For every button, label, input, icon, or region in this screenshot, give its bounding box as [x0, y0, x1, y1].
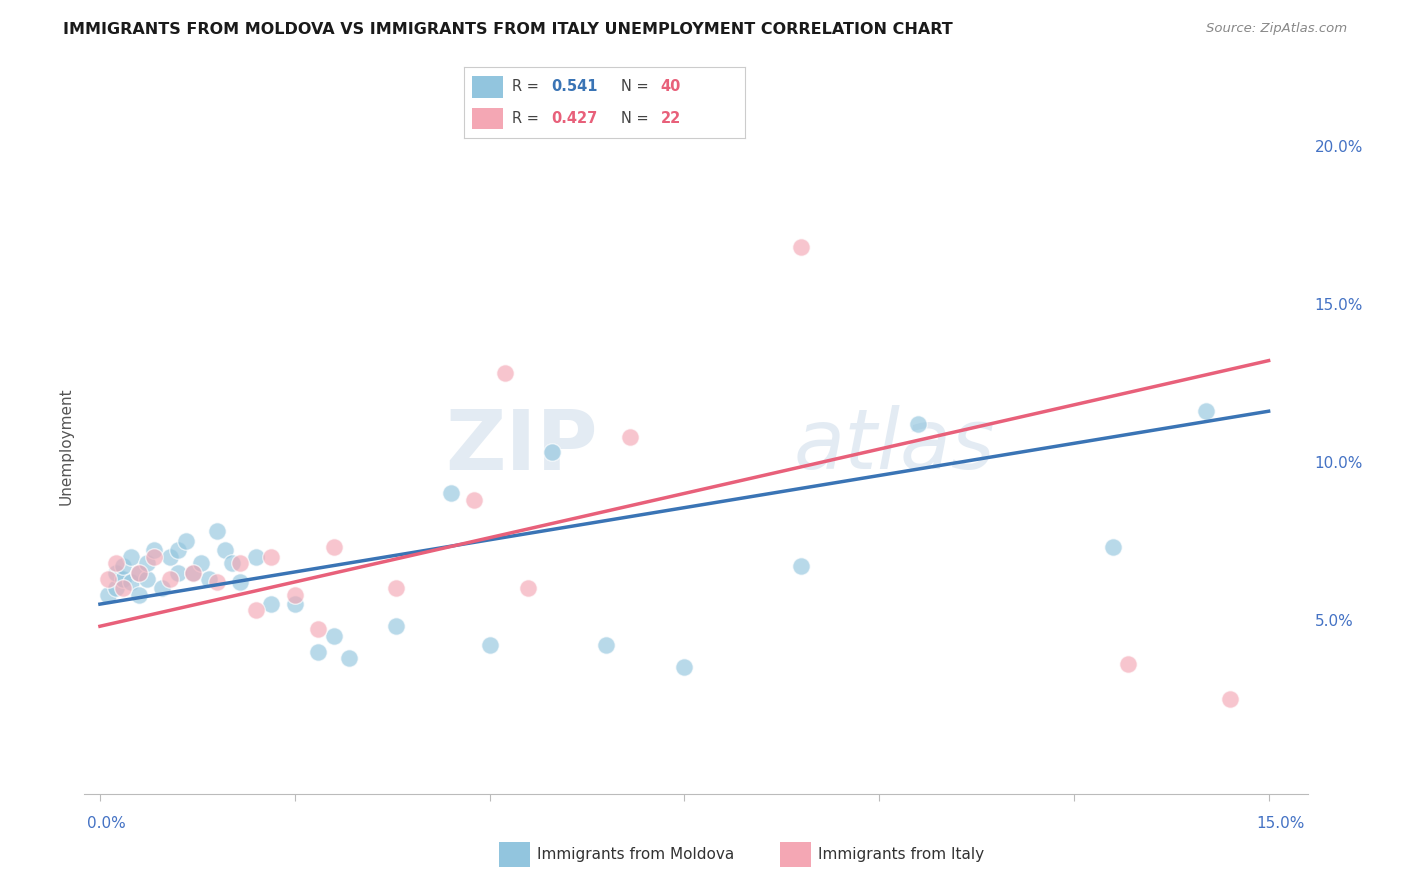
Point	[143, 549, 166, 564]
Point	[221, 556, 243, 570]
Point	[337, 651, 360, 665]
Bar	[472, 76, 503, 97]
Point	[190, 556, 212, 570]
Point	[322, 540, 344, 554]
Point	[120, 549, 142, 564]
Point	[1219, 692, 1241, 706]
Point	[166, 566, 188, 580]
Point	[385, 582, 408, 596]
Point	[307, 644, 329, 658]
Point	[284, 588, 307, 602]
Text: 22: 22	[661, 111, 681, 126]
Point	[112, 572, 135, 586]
Point	[205, 524, 228, 539]
Y-axis label: Unemployment: Unemployment	[58, 387, 73, 505]
Point	[595, 638, 617, 652]
Point	[128, 588, 150, 602]
Text: 0.427: 0.427	[551, 111, 598, 126]
Text: Source: ZipAtlas.com: Source: ZipAtlas.com	[1206, 22, 1347, 36]
Point	[128, 566, 150, 580]
Text: atlas: atlas	[794, 406, 995, 486]
Point	[790, 240, 813, 254]
Point	[104, 556, 127, 570]
Text: 40: 40	[661, 79, 681, 95]
Point	[97, 572, 120, 586]
Point	[112, 559, 135, 574]
Point	[1118, 657, 1140, 672]
Text: N =: N =	[621, 111, 654, 126]
Point	[229, 574, 252, 589]
Text: Immigrants from Moldova: Immigrants from Moldova	[537, 847, 734, 862]
Point	[494, 366, 516, 380]
Point	[907, 417, 929, 431]
Point	[673, 660, 696, 674]
Point	[97, 588, 120, 602]
Point	[159, 572, 181, 586]
Point	[166, 543, 188, 558]
Point	[120, 574, 142, 589]
Point	[307, 623, 329, 637]
Point	[1101, 540, 1123, 554]
Point	[214, 543, 236, 558]
Point	[245, 603, 267, 617]
Text: 0.541: 0.541	[551, 79, 598, 95]
Point	[385, 619, 408, 633]
Text: 0.0%: 0.0%	[87, 816, 127, 831]
Point	[135, 572, 157, 586]
Point	[135, 556, 157, 570]
Point	[260, 597, 283, 611]
Text: Immigrants from Italy: Immigrants from Italy	[818, 847, 984, 862]
Text: IMMIGRANTS FROM MOLDOVA VS IMMIGRANTS FROM ITALY UNEMPLOYMENT CORRELATION CHART: IMMIGRANTS FROM MOLDOVA VS IMMIGRANTS FR…	[63, 22, 953, 37]
Point	[150, 582, 173, 596]
Point	[439, 486, 461, 500]
Point	[183, 566, 205, 580]
Point	[205, 574, 228, 589]
Point	[112, 582, 135, 596]
Point	[790, 559, 813, 574]
Point	[517, 582, 540, 596]
Point	[619, 429, 641, 443]
Point	[245, 549, 267, 564]
Text: 15.0%: 15.0%	[1257, 816, 1305, 831]
Text: ZIP: ZIP	[446, 406, 598, 486]
Point	[540, 445, 562, 459]
Text: R =: R =	[512, 79, 543, 95]
Point	[128, 566, 150, 580]
Point	[174, 533, 197, 548]
Point	[463, 492, 485, 507]
Point	[198, 572, 221, 586]
Point	[284, 597, 307, 611]
Point	[159, 549, 181, 564]
Point	[104, 582, 127, 596]
Point	[229, 556, 252, 570]
Point	[478, 638, 501, 652]
Point	[143, 543, 166, 558]
Text: R =: R =	[512, 111, 543, 126]
Text: N =: N =	[621, 79, 654, 95]
Point	[260, 549, 283, 564]
Point	[1195, 404, 1218, 418]
Point	[104, 566, 127, 580]
Bar	[472, 108, 503, 129]
Point	[322, 629, 344, 643]
Point	[183, 566, 205, 580]
